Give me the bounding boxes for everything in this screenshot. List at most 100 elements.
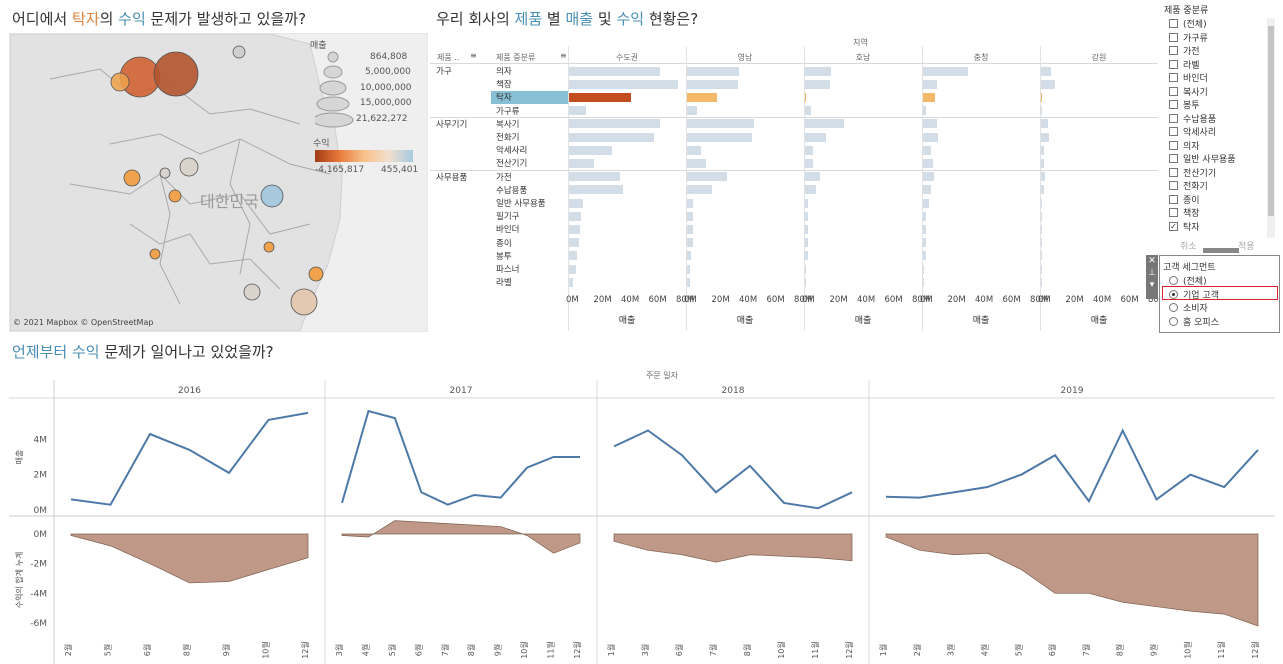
checkbox[interactable] bbox=[1169, 208, 1178, 217]
radio-button[interactable] bbox=[1169, 303, 1178, 312]
bubble-daejeon[interactable] bbox=[123, 169, 141, 187]
bar-mark[interactable] bbox=[1041, 198, 1043, 208]
bar-mark[interactable] bbox=[1041, 277, 1042, 287]
bar-mark[interactable] bbox=[569, 238, 579, 248]
bar-mark[interactable] bbox=[805, 198, 808, 208]
row-label[interactable]: 전화기 bbox=[496, 133, 520, 143]
row-label[interactable]: 탁자 bbox=[496, 93, 512, 104]
row-label[interactable]: 라벨 bbox=[496, 278, 512, 289]
filter-item[interactable]: 수납용품 bbox=[1169, 112, 1216, 125]
checkbox[interactable]: ✓ bbox=[1169, 221, 1178, 231]
profit-area[interactable] bbox=[70, 533, 309, 584]
profit-area[interactable] bbox=[341, 520, 581, 554]
segment-option[interactable]: 홈 오피스 bbox=[1169, 315, 1219, 328]
radio-button[interactable] bbox=[1169, 276, 1178, 285]
bar-mark[interactable] bbox=[687, 224, 693, 234]
checkbox[interactable] bbox=[1169, 113, 1178, 123]
bar-mark[interactable] bbox=[687, 92, 718, 102]
bar-mark[interactable] bbox=[805, 251, 808, 261]
checkbox[interactable] bbox=[1169, 181, 1178, 190]
bar-mark[interactable] bbox=[923, 198, 929, 208]
bar-mark[interactable] bbox=[569, 198, 583, 208]
pin-icon[interactable]: ⊥ bbox=[1148, 268, 1156, 278]
bar-mark[interactable] bbox=[1041, 238, 1043, 248]
bar-mark[interactable] bbox=[1041, 79, 1055, 89]
bubble-cheongju[interactable] bbox=[179, 157, 199, 177]
bar-mark[interactable] bbox=[805, 145, 814, 155]
bar-mark[interactable] bbox=[687, 172, 727, 182]
row-label[interactable]: 가구류 bbox=[496, 106, 520, 117]
bar-mark[interactable] bbox=[569, 277, 574, 287]
bar-mark[interactable] bbox=[569, 132, 655, 142]
bar-mark[interactable] bbox=[569, 106, 586, 116]
bubble-pohang[interactable] bbox=[308, 266, 324, 282]
filter-item[interactable]: 바인더 bbox=[1169, 71, 1208, 84]
bar-mark[interactable] bbox=[923, 172, 934, 182]
bubble-gangwon[interactable] bbox=[232, 45, 246, 59]
bar-mark[interactable] bbox=[687, 238, 693, 248]
bubble-ulsan[interactable] bbox=[263, 241, 275, 253]
bar-mark[interactable] bbox=[805, 211, 808, 221]
bar-mark[interactable] bbox=[923, 158, 933, 168]
filter-item[interactable]: 복사기 bbox=[1169, 85, 1208, 98]
checkbox[interactable] bbox=[1169, 32, 1178, 42]
bar-mark[interactable] bbox=[687, 211, 693, 221]
bar-mark[interactable] bbox=[923, 119, 937, 129]
bar-mark[interactable] bbox=[687, 277, 690, 287]
checkbox[interactable] bbox=[1169, 154, 1178, 163]
checkbox[interactable] bbox=[1169, 73, 1178, 82]
filter-apply-button[interactable]: 적용 bbox=[1238, 242, 1255, 252]
bar-mark[interactable] bbox=[923, 238, 926, 248]
radio-button[interactable] bbox=[1169, 289, 1178, 299]
bar-mark[interactable] bbox=[805, 277, 807, 287]
bar-mark[interactable] bbox=[923, 79, 937, 89]
bubble-incheon[interactable] bbox=[110, 72, 130, 92]
filter-item[interactable]: 라벨 bbox=[1169, 58, 1200, 71]
row-label[interactable]: 책장 bbox=[496, 80, 512, 91]
bar-mark[interactable] bbox=[569, 224, 580, 234]
checkbox[interactable] bbox=[1169, 127, 1178, 136]
chevron-down-icon[interactable]: ▾ bbox=[1149, 280, 1155, 290]
bubble-cheonan[interactable] bbox=[159, 167, 171, 179]
bar-mark[interactable] bbox=[569, 158, 594, 168]
sales-line[interactable] bbox=[341, 409, 580, 506]
profit-area[interactable] bbox=[885, 533, 1259, 627]
bar-chart[interactable]: 수도권 영남 호남 충청 강원 가구 의자 책장 탁자 가구류 사무기기 복사기 전화기 악세사리 전산기기… bbox=[430, 46, 1166, 336]
row-label[interactable]: 가전 bbox=[496, 172, 512, 183]
bar-mark[interactable] bbox=[1041, 264, 1043, 274]
bar-mark[interactable] bbox=[923, 185, 932, 195]
filter-item[interactable]: (전체) bbox=[1169, 17, 1207, 30]
bar-mark[interactable] bbox=[569, 119, 660, 129]
col-header-subcategory[interactable]: 제품 중분류 bbox=[496, 53, 536, 62]
checkbox[interactable] bbox=[1169, 59, 1178, 69]
bar-mark[interactable] bbox=[1041, 119, 1048, 129]
bar-mark[interactable] bbox=[687, 132, 752, 142]
col-header-category[interactable]: 제품 .. bbox=[437, 53, 460, 62]
map-bubbles[interactable] bbox=[110, 45, 324, 316]
row-label[interactable]: 일반 사무용품 bbox=[496, 199, 546, 209]
filter-item[interactable]: 가구류 bbox=[1169, 31, 1208, 44]
filter-item[interactable]: 종이 bbox=[1169, 193, 1200, 206]
bar-mark[interactable] bbox=[687, 66, 740, 76]
segment-option[interactable]: 기업 고객 bbox=[1169, 288, 1219, 301]
bubble-daegu[interactable] bbox=[260, 184, 284, 208]
checkbox[interactable] bbox=[1169, 167, 1178, 177]
time-chart-svg[interactable]: 2016 2017 2018 2019 0M 2M 4M 매출 0M -2M -4M -6M 수익의 합… bbox=[0, 380, 1283, 664]
bar-mark[interactable] bbox=[805, 172, 821, 182]
close-icon[interactable]: ✕ bbox=[1148, 256, 1156, 266]
bubble-sejong[interactable] bbox=[168, 189, 182, 203]
filter-resize-handle[interactable] bbox=[1203, 248, 1239, 253]
bar-mark[interactable] bbox=[687, 145, 701, 155]
bar-mark[interactable] bbox=[805, 66, 832, 76]
filter-scrollbar[interactable] bbox=[1267, 18, 1275, 238]
bar-mark[interactable] bbox=[923, 277, 925, 287]
bar-mark[interactable] bbox=[569, 92, 631, 102]
bar-mark[interactable] bbox=[805, 119, 844, 129]
row-label[interactable]: 필기구 bbox=[496, 212, 520, 223]
bar-mark[interactable] bbox=[1041, 66, 1051, 76]
bar-mark[interactable] bbox=[805, 185, 816, 195]
bar-mark[interactable] bbox=[569, 79, 678, 89]
checkbox[interactable] bbox=[1169, 46, 1178, 55]
bubble-gwangju[interactable] bbox=[149, 248, 161, 260]
bar-mark[interactable] bbox=[923, 106, 926, 116]
